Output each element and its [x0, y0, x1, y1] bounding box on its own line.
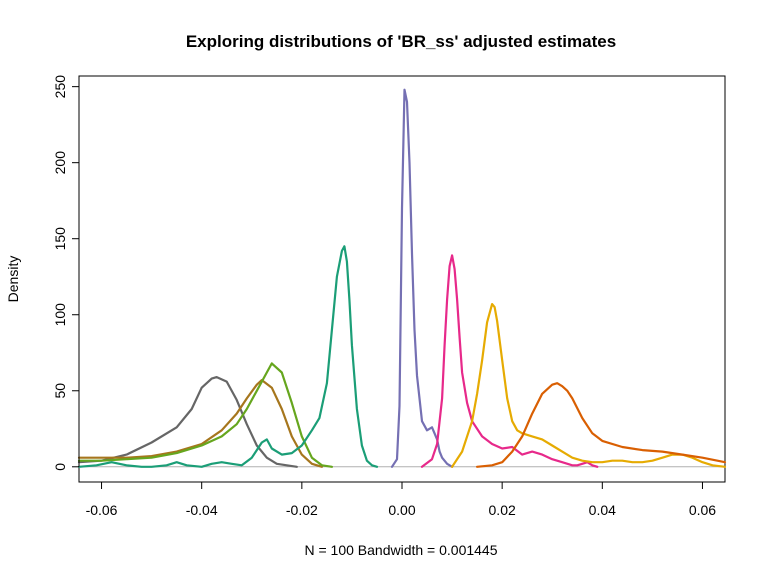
x-tick-label: 0.02	[489, 502, 516, 518]
y-tick-label: 0	[52, 463, 68, 471]
y-axis: 0 50 100 150 200 250	[52, 75, 80, 471]
x-tick-label: -0.04	[186, 502, 218, 518]
density-series-3	[77, 362, 333, 468]
density-series-8	[476, 382, 727, 468]
y-tick-label: 200	[52, 151, 68, 175]
x-tick-label: 0.04	[589, 502, 616, 518]
density-series-4	[77, 245, 379, 468]
x-tick-label: 0.00	[388, 502, 415, 518]
y-tick-label: 250	[52, 75, 68, 99]
x-tick-label: -0.02	[286, 502, 318, 518]
density-series	[77, 88, 727, 468]
x-axis: -0.06 -0.04 -0.02 0.00 0.02 0.04 0.06	[86, 481, 716, 518]
y-tick-label: 50	[52, 383, 68, 399]
y-tick-label: 100	[52, 303, 68, 327]
x-axis-label: N = 100 Bandwidth = 0.001445	[304, 542, 497, 558]
y-axis-label: Density	[5, 256, 21, 303]
density-series-2	[77, 379, 323, 468]
x-tick-label: 0.06	[689, 502, 716, 518]
density-series-6	[420, 254, 599, 468]
y-tick-label: 150	[52, 227, 68, 251]
density-series-5	[390, 88, 454, 468]
x-tick-label: -0.06	[86, 502, 118, 518]
chart-title: Exploring distributions of 'BR_ss' adjus…	[186, 32, 616, 51]
density-series-1	[77, 376, 298, 468]
density-series-7	[451, 303, 727, 468]
